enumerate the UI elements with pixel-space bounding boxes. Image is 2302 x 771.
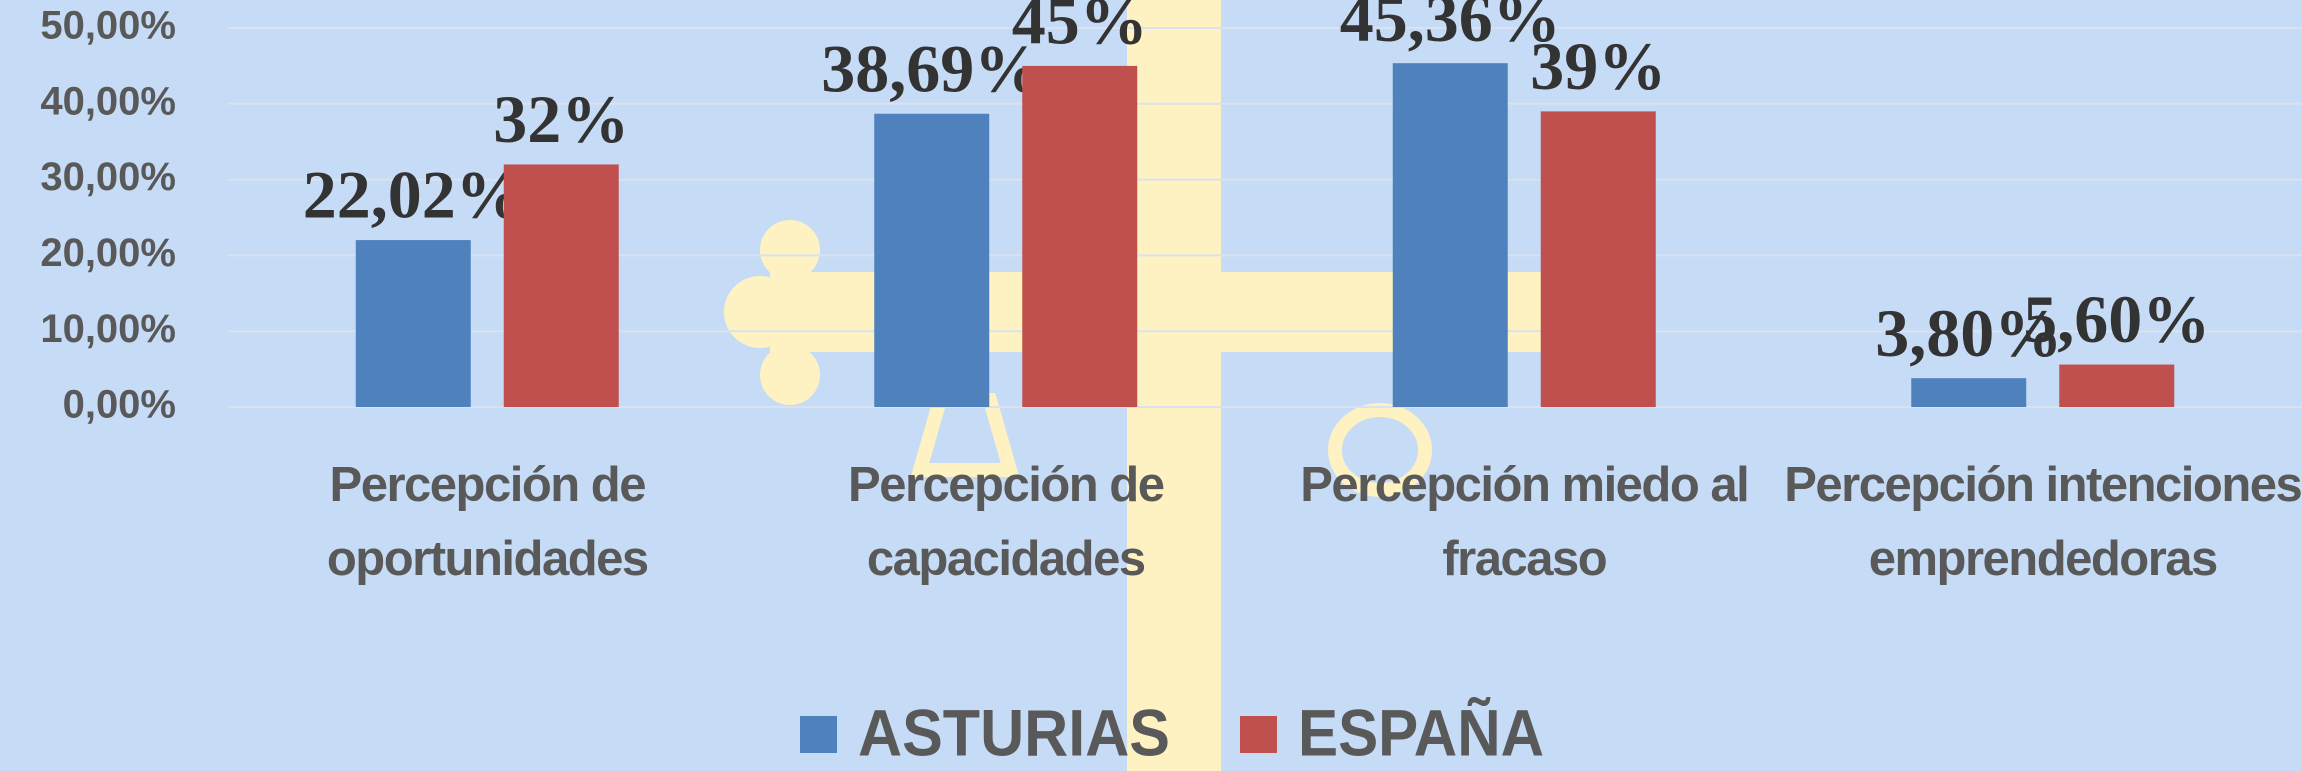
legend-swatch: [1240, 716, 1277, 753]
data-label: 39%: [1530, 28, 1666, 104]
data-label: 45,36%: [1340, 0, 1561, 56]
bar: [1392, 63, 1508, 407]
bar: [503, 164, 619, 407]
bar: [2059, 364, 2175, 407]
y-tick-label: 50,00%: [40, 4, 176, 48]
legend-swatch: [800, 716, 837, 753]
x-tick-label: Percepción de oportunidades: [326, 458, 649, 586]
y-tick-label: 40,00%: [40, 79, 176, 123]
y-tick-label: 30,00%: [40, 155, 176, 199]
bar: [1911, 378, 2027, 407]
legend-label: ESPAÑA: [1298, 695, 1544, 769]
y-tick-label: 20,00%: [40, 231, 176, 275]
legend-label: ASTURIAS: [858, 695, 1170, 769]
data-label: 5,60%: [2023, 281, 2210, 357]
data-label: 32%: [493, 81, 629, 157]
y-tick-label: 10,00%: [40, 307, 176, 351]
data-label: 3,80%: [1875, 295, 2062, 371]
data-label: 38,69%: [821, 30, 1042, 106]
y-tick-label: 0,00%: [63, 383, 176, 427]
x-tick-label: Percepción de capacidades: [848, 458, 1165, 586]
x-tick-label: Percepción intenciones emprendedoras: [1784, 458, 2302, 586]
bar: [1022, 65, 1138, 408]
data-label: 22,02%: [303, 157, 524, 233]
bar: [874, 113, 990, 407]
bar: [355, 240, 471, 407]
x-tick-label: Percepción miedo al fracaso: [1300, 458, 1750, 586]
data-label: 45%: [1012, 0, 1148, 59]
bar: [1540, 111, 1656, 407]
